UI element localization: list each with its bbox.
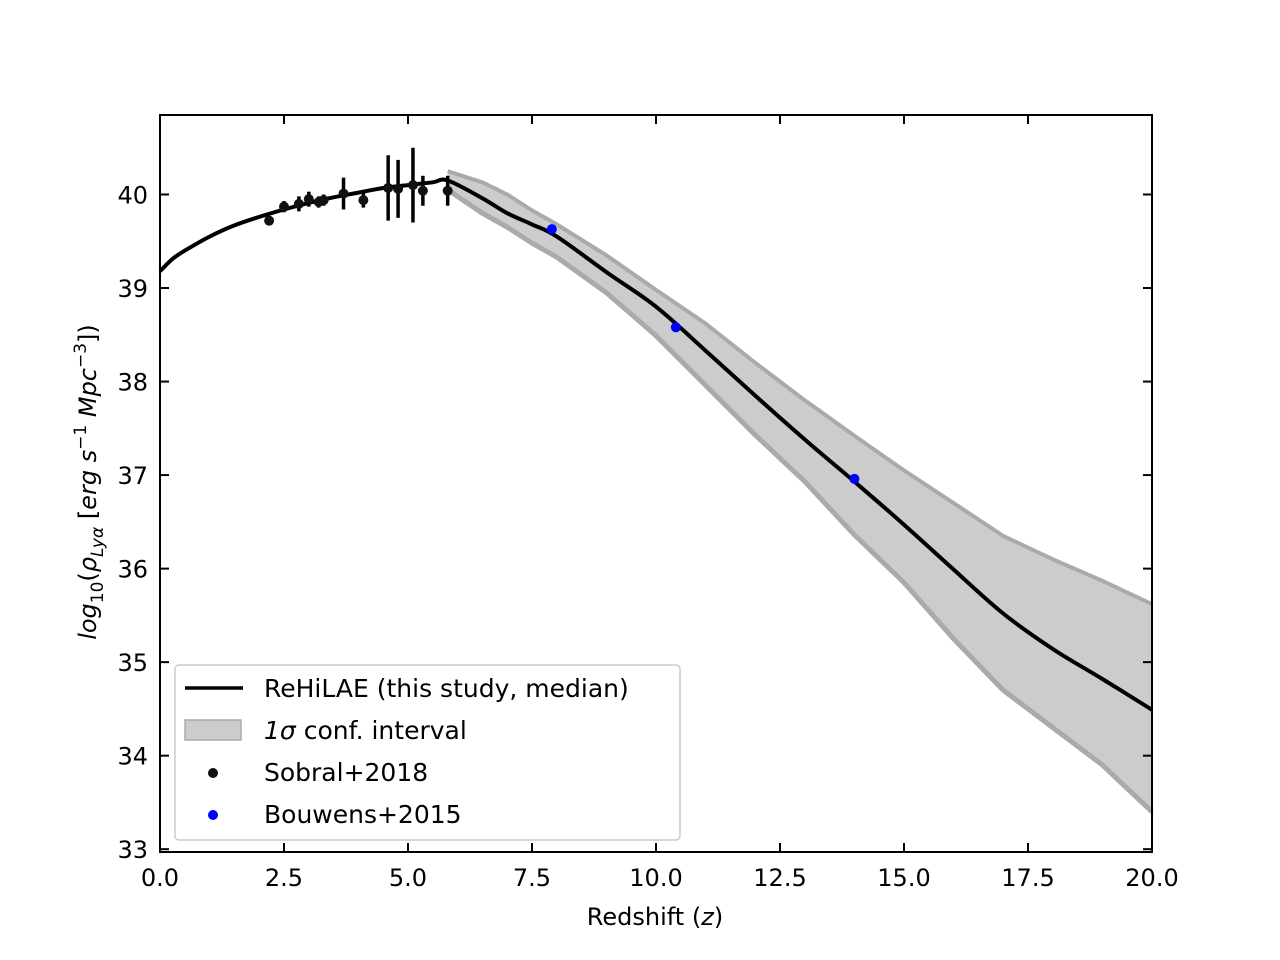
legend-sobral-marker bbox=[208, 768, 218, 778]
x-tick-label: 5.0 bbox=[389, 864, 427, 892]
sobral-point bbox=[318, 195, 329, 206]
y-tick-label: 36 bbox=[117, 556, 148, 584]
x-tick-label: 0.0 bbox=[141, 864, 179, 892]
sobral-point bbox=[293, 198, 304, 209]
x-tick-label: 20.0 bbox=[1125, 864, 1178, 892]
legend-bouwens-marker bbox=[208, 810, 218, 820]
median-curve bbox=[158, 177, 1154, 712]
plot-frame bbox=[159, 114, 1153, 853]
sobral-point bbox=[407, 180, 418, 191]
x-axis: 0.0 2.5 5.0 7.5 10.0 12.5 15.0 17.5 20.0 bbox=[141, 115, 1179, 892]
legend-band-swatch bbox=[184, 719, 242, 741]
x-tick-label: 15.0 bbox=[877, 864, 930, 892]
legend-sobral-label: Sobral+2018 bbox=[264, 758, 428, 787]
bouwens-point bbox=[546, 224, 557, 235]
y-tick-label: 38 bbox=[117, 369, 148, 397]
y-tick-label: 40 bbox=[117, 181, 148, 209]
plot-area bbox=[158, 147, 1154, 814]
y-tick-label: 33 bbox=[117, 836, 148, 864]
bouwens-point bbox=[849, 473, 860, 484]
legend-bouwens-label: Bouwens+2015 bbox=[264, 800, 462, 829]
sobral-point bbox=[358, 195, 369, 206]
y-tick-label: 34 bbox=[117, 743, 148, 771]
x-tick-label: 2.5 bbox=[265, 864, 303, 892]
confidence-band-lower-edge bbox=[446, 187, 1154, 814]
confidence-band bbox=[447, 171, 1152, 812]
sobral-point bbox=[383, 182, 394, 193]
x-tick-label: 7.5 bbox=[513, 864, 551, 892]
y-tick-label: 37 bbox=[117, 462, 148, 490]
y-tick-label: 39 bbox=[117, 275, 148, 303]
y-tick-label: 35 bbox=[117, 649, 148, 677]
sobral-point bbox=[338, 188, 349, 199]
sobral-point bbox=[303, 194, 314, 205]
legend-band-label: 1σ conf. interval bbox=[264, 716, 467, 745]
sobral-point bbox=[279, 201, 289, 212]
y-axis-label: log10(ρLyα [erg s−1 Mpc−3]) log10(ρLyα [… bbox=[71, 324, 108, 640]
x-tick-label: 10.0 bbox=[629, 864, 682, 892]
confidence-band-upper-edge bbox=[447, 169, 1153, 607]
sobral-point bbox=[442, 185, 453, 196]
legend-median-label: ReHiLAE (this study, median) bbox=[264, 674, 629, 703]
x-tick-label: 12.5 bbox=[753, 864, 806, 892]
y-axis-label-math: log10(ρLyα [erg s−1 Mpc−3]) bbox=[71, 324, 108, 640]
y-axis: 33 34 35 36 37 38 39 40 bbox=[117, 181, 1152, 864]
x-axis-label: Redshift (z) bbox=[587, 903, 723, 931]
bouwens-point bbox=[670, 322, 681, 333]
legend: ReHiLAE (this study, median) 1σ conf. in… bbox=[174, 664, 681, 841]
x-tick-label: 17.5 bbox=[1001, 864, 1054, 892]
sobral-point bbox=[264, 215, 275, 226]
legend-box bbox=[174, 664, 681, 841]
sobral-point bbox=[393, 183, 404, 194]
sobral-point bbox=[417, 185, 428, 196]
